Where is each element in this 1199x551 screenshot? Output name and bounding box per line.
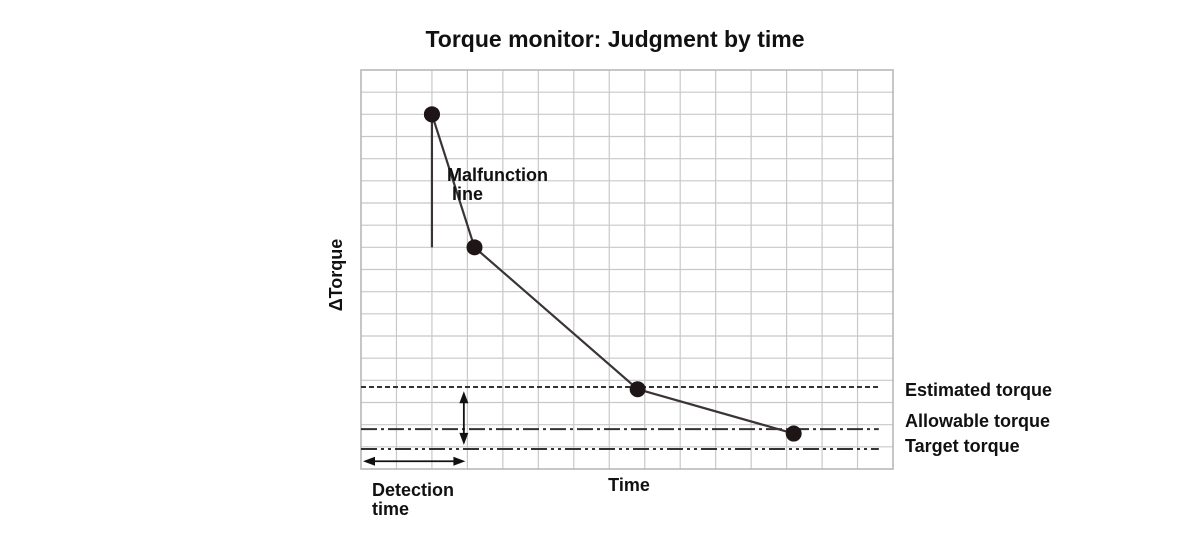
x-axis-label: Time — [608, 475, 650, 495]
data-point — [466, 239, 483, 256]
estimated-torque-label: Estimated torque — [905, 380, 1052, 400]
allowable-torque-label: Allowable torque — [905, 411, 1050, 431]
reference-lines — [361, 385, 879, 451]
series-layer — [423, 106, 802, 442]
target-torque-label: Target torque — [905, 436, 1020, 456]
data-point — [785, 425, 802, 442]
detection-time-label-1: Detection — [372, 480, 454, 500]
malfunction-line-label-2: line — [452, 184, 483, 204]
series-line — [430, 113, 794, 435]
torque-gap-arrowhead-up — [459, 391, 469, 404]
grid — [361, 70, 893, 469]
plot-frame — [360, 69, 894, 470]
detection-time-arrowhead-left — [363, 456, 375, 466]
malfunction-line-label-1: Malfunction — [447, 165, 548, 185]
data-point — [423, 106, 440, 123]
detection-time-label-2: time — [372, 499, 409, 519]
torque-gap-arrowhead-down — [459, 432, 469, 445]
detection-time-arrowhead-right — [453, 456, 466, 466]
arrows — [363, 391, 469, 466]
data-point — [629, 381, 646, 398]
y-axis-label: ΔTorque — [326, 239, 346, 312]
chart-title: Torque monitor: Judgment by time — [425, 26, 804, 52]
